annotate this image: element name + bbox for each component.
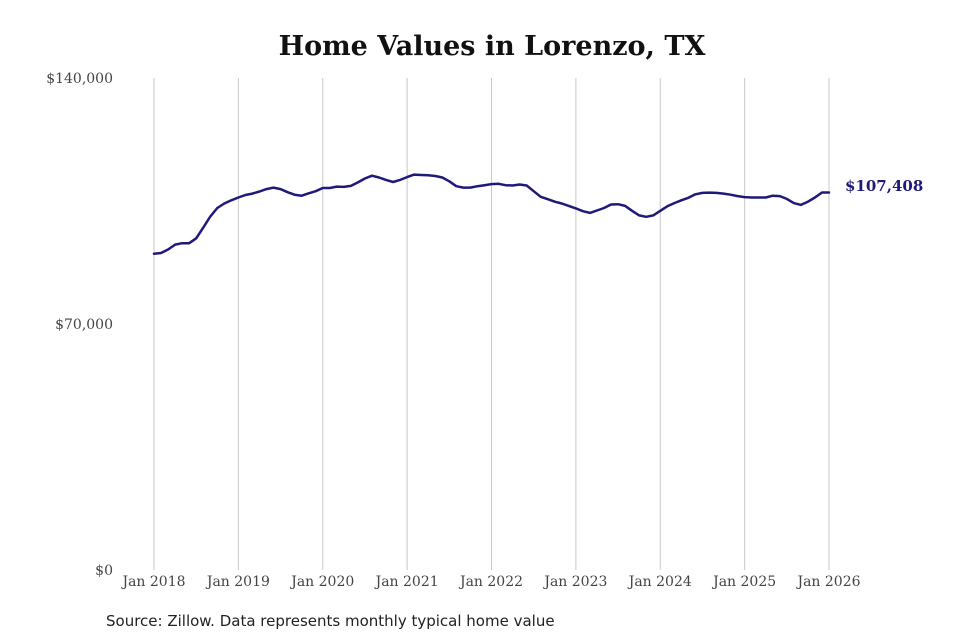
y-tick-label: $70,000 xyxy=(55,317,113,333)
x-tick-label: Jan 2023 xyxy=(542,574,607,590)
x-tick-label: Jan 2019 xyxy=(205,574,270,590)
x-tick-label: Jan 2020 xyxy=(289,574,354,590)
x-tick-label: Jan 2021 xyxy=(374,574,439,590)
chart-title: Home Values in Lorenzo, TX xyxy=(279,31,706,62)
home-value-series-line xyxy=(152,173,831,255)
last-value-label: $107,408 xyxy=(845,177,923,195)
gridlines xyxy=(153,78,830,570)
y-axis-tick-labels: $0 $70,000 $140,000 xyxy=(46,71,113,579)
x-tick-label: Jan 2026 xyxy=(795,574,860,590)
source-note: Source: Zillow. Data represents monthly … xyxy=(106,612,555,630)
x-tick-label: Jan 2024 xyxy=(627,574,692,590)
x-axis-tick-labels: Jan 2018 Jan 2019 Jan 2020 Jan 2021 Jan 2022… xyxy=(120,574,860,590)
x-tick-label: Jan 2018 xyxy=(120,574,185,590)
y-tick-label: $0 xyxy=(95,563,113,579)
y-tick-label: $140,000 xyxy=(46,71,113,87)
x-tick-label: Jan 2022 xyxy=(458,574,523,590)
series-line-layer xyxy=(152,173,831,255)
x-tick-label: Jan 2025 xyxy=(711,574,776,590)
